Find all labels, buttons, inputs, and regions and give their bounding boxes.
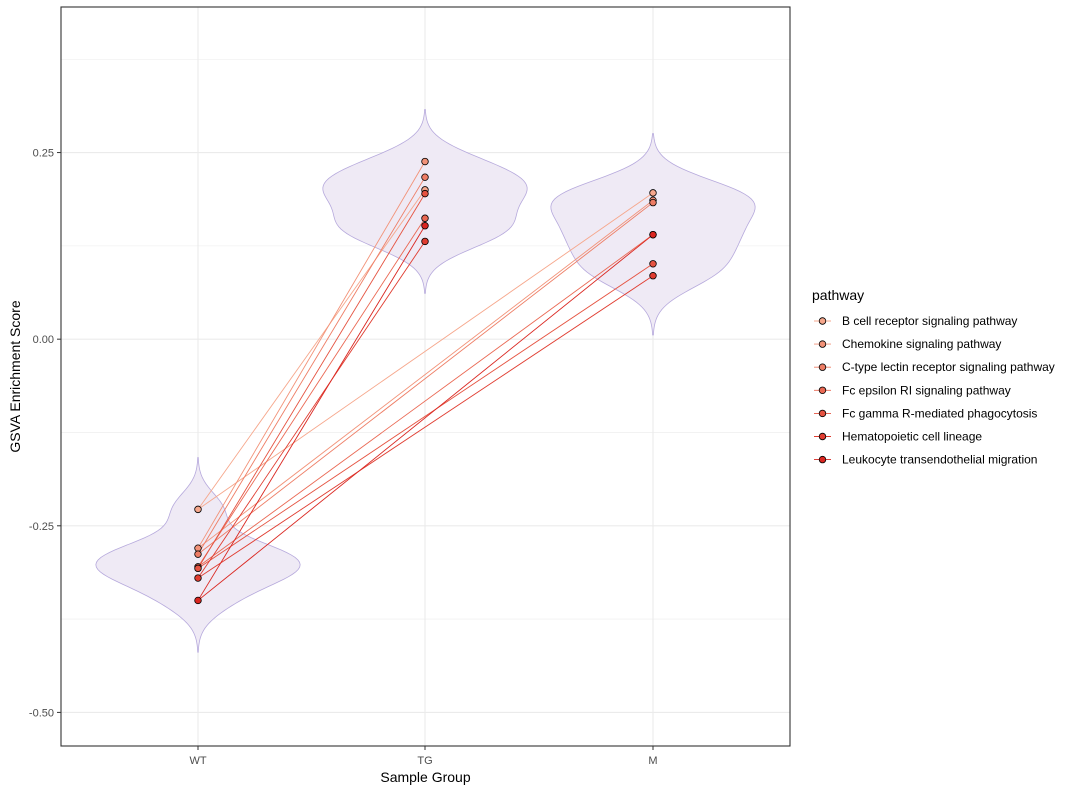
legend-key-point <box>818 409 827 418</box>
legend-label: Chemokine signaling pathway <box>842 337 1001 351</box>
legend-label: Fc gamma R-mediated phagocytosis <box>842 406 1037 420</box>
legend-key-point <box>818 363 827 371</box>
violin-tg <box>322 109 528 294</box>
legend-key-point <box>818 386 827 394</box>
data-point <box>194 564 202 573</box>
data-point <box>649 198 657 207</box>
legend-label: Leukocyte transendothelial migration <box>842 453 1037 467</box>
data-point <box>649 272 657 280</box>
connector-line <box>197 263 654 569</box>
data-point <box>194 574 202 582</box>
y-axis-title: GSVA Enrichment Score <box>7 300 23 452</box>
connector-line <box>197 193 426 569</box>
y-tick-label: -0.25 <box>29 521 54 533</box>
connector-line <box>197 192 654 510</box>
connector-line <box>197 225 426 601</box>
data-point <box>649 189 657 197</box>
connector-line <box>197 176 426 555</box>
data-point <box>421 189 429 198</box>
connector-line <box>197 161 426 549</box>
connector-line <box>197 218 426 568</box>
data-point <box>421 222 429 230</box>
data-point <box>421 157 429 166</box>
x-tick-label: WT <box>189 755 206 767</box>
data-point <box>194 596 202 605</box>
data-point <box>421 214 429 222</box>
connector-line <box>197 234 654 601</box>
legend-key-point <box>818 317 827 325</box>
data-point <box>421 173 429 181</box>
legend-title: pathway <box>812 287 864 303</box>
x-tick-label: M <box>648 755 657 767</box>
x-axis-title: Sample Group <box>380 769 470 785</box>
connector-line <box>197 199 654 549</box>
connector-line <box>197 241 426 579</box>
connector-line <box>197 275 654 579</box>
data-point <box>194 550 202 558</box>
legend-key-point <box>818 340 827 348</box>
x-tick-label: TG <box>417 755 432 767</box>
legend-items: B cell receptor signaling pathway Chemoki… <box>814 314 1055 467</box>
y-tick-label: 0.25 <box>33 148 54 160</box>
legend: pathway B cell receptor signaling pathwa… <box>812 287 1055 467</box>
y-tick-label: -0.50 <box>29 707 54 719</box>
legend-label: B cell receptor signaling pathway <box>842 314 1017 328</box>
connector-line <box>197 189 426 510</box>
data-point <box>649 260 657 268</box>
x-axis: WT TG M <box>189 746 658 767</box>
data-point <box>649 230 657 239</box>
legend-key-point <box>818 455 827 464</box>
legend-label: Hematopoietic cell lineage <box>842 430 982 444</box>
y-axis: 0.25 0.00 -0.25 -0.50 <box>29 148 61 719</box>
legend-label: C-type lectin receptor signaling pathway <box>842 360 1055 374</box>
y-tick-label: 0.00 <box>33 334 54 346</box>
data-point <box>194 505 202 514</box>
legend-label: Fc epsilon RI signaling pathway <box>842 383 1011 397</box>
connector-lines <box>197 161 654 601</box>
connector-line <box>197 234 654 568</box>
legend-key-point <box>818 432 827 441</box>
data-point <box>421 237 429 246</box>
connector-line <box>197 202 654 555</box>
data-points <box>194 157 657 605</box>
